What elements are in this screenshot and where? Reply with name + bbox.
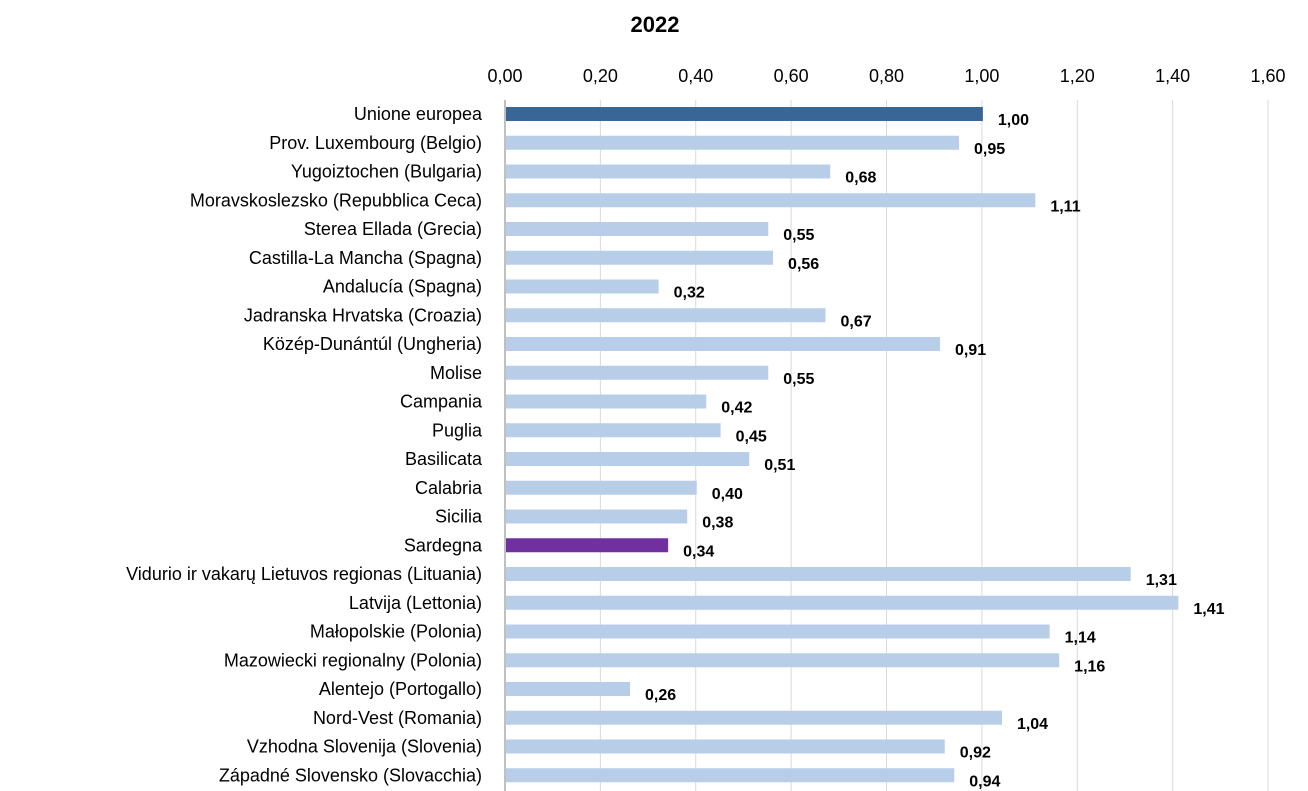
bar bbox=[506, 538, 669, 553]
category-label: Sardegna bbox=[404, 535, 483, 555]
category-label: Basilicata bbox=[405, 449, 483, 469]
bar bbox=[506, 164, 831, 179]
bar bbox=[506, 682, 630, 696]
bar bbox=[506, 480, 697, 495]
data-label: 0,38 bbox=[702, 515, 733, 532]
category-label: Moravskoslezsko (Repubblica Ceca) bbox=[190, 190, 482, 210]
bar bbox=[506, 710, 1002, 725]
x-tick-label: 0,20 bbox=[583, 66, 618, 86]
bar bbox=[506, 452, 750, 466]
x-tick-label: 0,80 bbox=[869, 66, 904, 86]
data-label: 1,04 bbox=[1017, 716, 1048, 733]
category-label: Sicilia bbox=[435, 507, 483, 527]
category-label: Yugoiztochen (Bulgaria) bbox=[291, 162, 482, 182]
gridlines bbox=[599, 100, 1269, 791]
x-tick-label: 1,40 bbox=[1155, 66, 1190, 86]
category-label: Calabria bbox=[415, 478, 483, 498]
x-tick-label: 1,00 bbox=[964, 66, 999, 86]
category-label: Západné Slovensko (Slovacchia) bbox=[219, 765, 482, 785]
bar bbox=[506, 624, 1050, 639]
bar bbox=[506, 279, 659, 294]
data-label: 0,91 bbox=[955, 342, 986, 359]
data-label: 0,95 bbox=[974, 141, 1005, 158]
data-label: 0,32 bbox=[674, 285, 705, 302]
category-label: Campania bbox=[400, 392, 483, 412]
category-label: Sterea Ellada (Grecia) bbox=[304, 219, 482, 239]
bars bbox=[506, 107, 1179, 783]
data-label: 0,67 bbox=[841, 313, 872, 330]
bar bbox=[506, 739, 945, 754]
x-tick-label: 1,60 bbox=[1250, 66, 1285, 86]
category-label: Vidurio ir vakarų Lietuvos regionas (Lit… bbox=[126, 564, 482, 584]
x-tick-label: 0,60 bbox=[774, 66, 809, 86]
category-label: Jadranska Hrvatska (Croazia) bbox=[244, 305, 482, 325]
data-label: 1,16 bbox=[1074, 658, 1105, 675]
bar bbox=[506, 337, 940, 351]
category-label: Nord-Vest (Romania) bbox=[313, 708, 482, 728]
data-label: 0,55 bbox=[783, 227, 814, 244]
value-labels: 1,00 0,95 0,68 1,11 0,55 0,56 0,32 0,67 0,91 0,55… bbox=[645, 112, 1225, 790]
bar bbox=[506, 308, 826, 323]
data-label: 0,68 bbox=[845, 170, 876, 187]
data-label: 1,31 bbox=[1146, 572, 1177, 589]
bar bbox=[506, 567, 1131, 581]
data-label: 0,40 bbox=[712, 486, 743, 503]
category-label: Alentejo (Portogallo) bbox=[319, 679, 482, 699]
data-label: 0,56 bbox=[788, 256, 819, 273]
category-label: Mazowiecki regionalny (Polonia) bbox=[224, 650, 482, 670]
category-label: Közép-Dunántúl (Ungheria) bbox=[263, 334, 482, 354]
category-label: Prov. Luxembourg (Belgio) bbox=[269, 133, 482, 153]
data-label: 0,45 bbox=[736, 428, 767, 445]
data-label: 1,11 bbox=[1050, 198, 1080, 215]
category-label: Molise bbox=[430, 363, 482, 383]
bar bbox=[506, 222, 769, 236]
bar bbox=[506, 107, 983, 121]
data-label: 0,42 bbox=[721, 400, 752, 417]
x-tick-label: 0,00 bbox=[487, 66, 522, 86]
data-label: 1,14 bbox=[1065, 630, 1096, 647]
category-label: Puglia bbox=[432, 420, 483, 440]
x-axis-ticks: 0,00 0,20 0,40 0,60 0,80 1,00 1,20 1,40 1,60 bbox=[487, 66, 1285, 86]
category-labels: Unione europea Prov. Luxembourg (Belgio) Y… bbox=[126, 104, 483, 785]
category-label: Unione europea bbox=[354, 104, 483, 124]
data-label: 0,34 bbox=[683, 543, 714, 560]
bar bbox=[506, 250, 774, 265]
bar bbox=[506, 423, 721, 438]
bar bbox=[506, 768, 955, 783]
bar bbox=[506, 365, 769, 380]
bar bbox=[506, 135, 960, 150]
bar bbox=[506, 653, 1060, 668]
data-label: 0,51 bbox=[764, 457, 795, 474]
data-label: 1,00 bbox=[998, 112, 1029, 129]
category-label: Castilla-La Mancha (Spagna) bbox=[249, 248, 482, 268]
bar bbox=[506, 193, 1036, 208]
data-label: 0,92 bbox=[960, 745, 991, 762]
x-tick-label: 0,40 bbox=[678, 66, 713, 86]
data-label: 0,26 bbox=[645, 687, 676, 704]
data-label: 1,41 bbox=[1193, 601, 1224, 618]
bar bbox=[506, 595, 1179, 610]
category-label: Latvija (Lettonia) bbox=[349, 593, 482, 613]
chart-title: 2022 bbox=[631, 12, 680, 37]
x-tick-label: 1,20 bbox=[1060, 66, 1095, 86]
category-label: Małopolskie (Polonia) bbox=[310, 622, 482, 642]
data-label: 0,55 bbox=[783, 371, 814, 388]
category-label: Vzhodna Slovenija (Slovenia) bbox=[247, 737, 482, 757]
data-label: 0,94 bbox=[969, 773, 1000, 790]
bar bbox=[506, 394, 707, 409]
bar bbox=[506, 509, 688, 524]
category-label: Andalucía (Spagna) bbox=[323, 277, 482, 297]
